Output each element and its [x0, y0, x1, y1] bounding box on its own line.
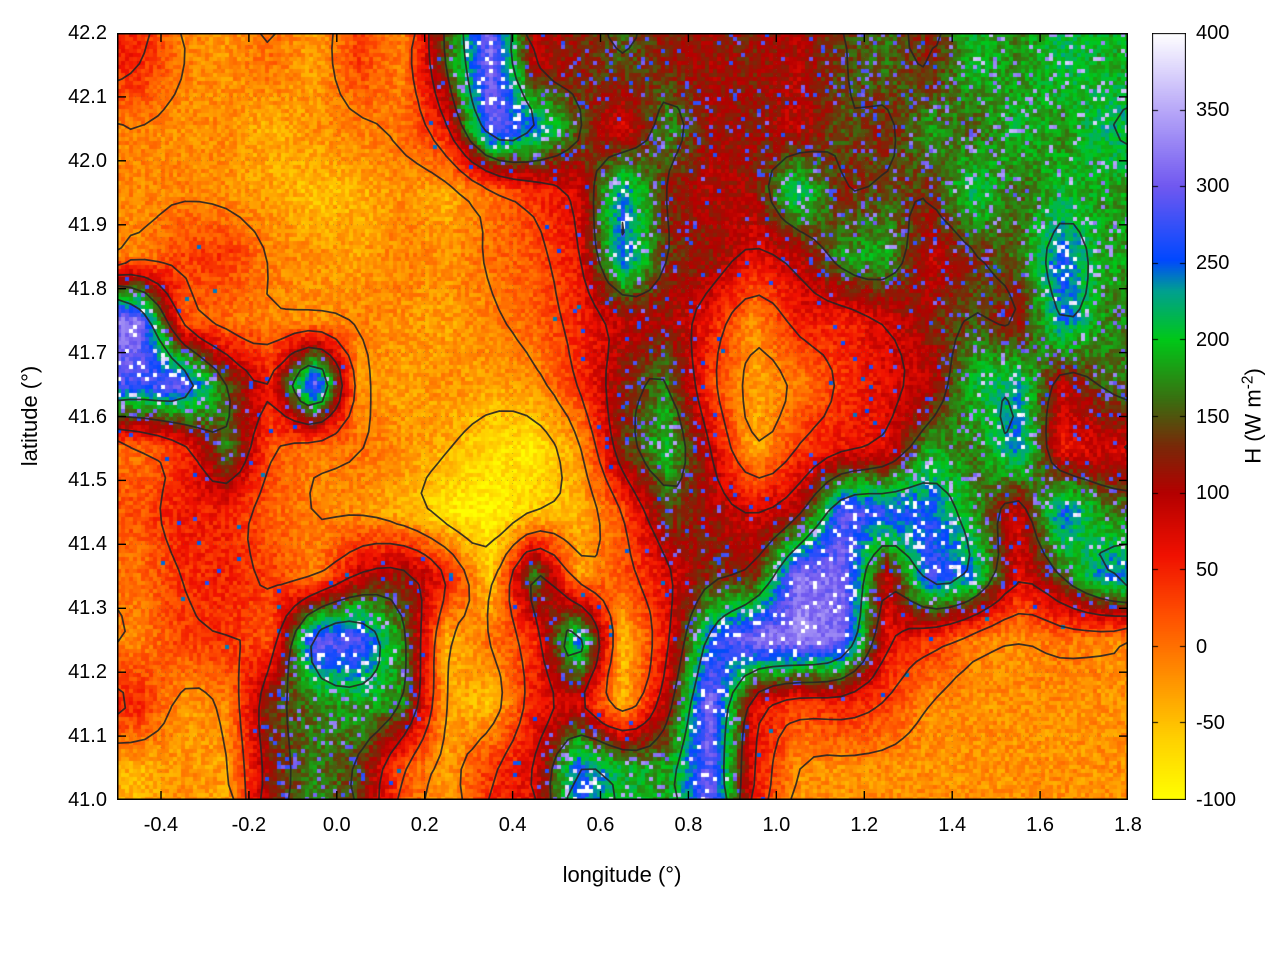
y-tick-label: 41.0: [68, 789, 107, 811]
x-tick-label: 0.0: [322, 814, 351, 836]
x-tick-label: 0.8: [674, 814, 703, 836]
y-tick-label: 41.6: [68, 405, 107, 428]
cb-tick-label: 150: [1196, 405, 1230, 428]
y-tick-label: 41.5: [68, 469, 107, 492]
cb-tick-label: 0: [1196, 635, 1208, 658]
y-tick-label: 41.3: [68, 597, 107, 620]
cb-tick-label: 400: [1196, 22, 1230, 44]
y-tick-label: 42.2: [68, 22, 107, 44]
x-tick-label: -0.4: [143, 814, 179, 836]
y-tick-label: 41.1: [68, 725, 107, 748]
cb-tick-label: -100: [1196, 789, 1237, 811]
y-tick-label: 41.9: [68, 213, 107, 236]
x-tick-label: 1.4: [938, 814, 967, 836]
colorbar: [1152, 33, 1186, 800]
colorbar-label-sup: -2: [1239, 375, 1257, 390]
cb-tick-label: 100: [1196, 482, 1230, 505]
cb-tick-label: 250: [1196, 252, 1230, 275]
x-tick-label: 1.2: [850, 814, 879, 836]
x-tick-label: 0.4: [498, 814, 527, 836]
y-tick-label: 42.0: [68, 149, 107, 172]
x-tick-label: 0.6: [586, 814, 615, 836]
y-tick-label: 41.4: [68, 533, 107, 556]
x-tick-label: 1.0: [762, 814, 791, 836]
contour-overlay: [117, 33, 1128, 800]
x-tick-label: -0.2: [231, 814, 267, 836]
cb-tick-label: -50: [1196, 712, 1225, 735]
cb-tick-label: 200: [1196, 328, 1230, 351]
x-axis-label: longitude (°): [562, 862, 682, 887]
cb-tick-label: 300: [1196, 175, 1230, 198]
x-tick-label: 1.8: [1114, 814, 1142, 836]
y-tick-label: 42.1: [68, 85, 107, 108]
y-tick-label: 41.2: [68, 661, 107, 684]
y-tick-label: 41.8: [68, 277, 107, 300]
cb-tick-label: 350: [1196, 98, 1230, 121]
x-tick-label: 0.2: [410, 814, 439, 836]
x-tick-label: 1.6: [1026, 814, 1054, 836]
colorbar-label-close: ): [1240, 368, 1266, 376]
y-tick-label: 41.7: [68, 341, 107, 364]
cb-tick-label: 50: [1196, 558, 1219, 581]
